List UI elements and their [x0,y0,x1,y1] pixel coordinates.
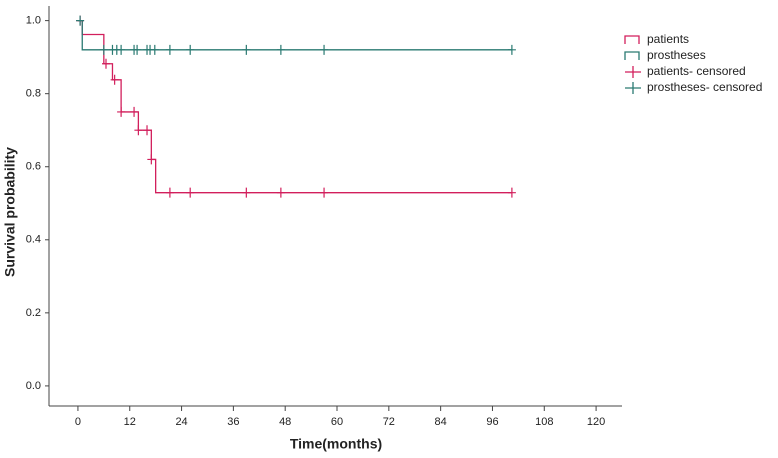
y-tick-label: 0.4 [26,234,41,246]
x-axis-title: Time(months) [290,436,382,452]
censor-mark [117,44,126,55]
censor-mark [320,44,329,55]
censor-mark [110,74,119,85]
x-tick-label: 48 [279,416,291,428]
censor-mark [242,187,251,198]
censor-mark [186,187,195,198]
censor-mark [150,44,159,55]
censor-mark [133,44,142,55]
x-tick-label: 108 [535,416,553,428]
censor-mark [134,125,143,136]
censor-mark [320,187,329,198]
survival-line [77,19,512,51]
censor-mark [507,187,516,198]
y-tick-label: 1.0 [26,15,41,27]
legend-label: prostheses [647,48,706,62]
censor-mark [165,187,174,198]
censor-mark [99,44,108,55]
legend-icon [624,51,640,60]
censor-mark [76,15,85,26]
y-tick-label: 0.8 [26,88,41,100]
legend-icon [625,66,641,78]
x-tick-label: 12 [124,416,136,428]
legend-icon [625,82,641,94]
x-tick-label: 24 [175,416,187,428]
censor-mark [276,44,285,55]
censor-mark [101,58,110,69]
x-tick-label: 72 [383,416,395,428]
x-tick-label: 60 [331,416,343,428]
x-tick-label: 120 [587,416,605,428]
legend-label: patients- censored [647,64,746,78]
legend-label: patients [647,32,689,46]
legend-label: prostheses- censored [647,80,762,94]
y-tick-label: 0.6 [26,161,41,173]
censor-mark [143,125,152,136]
censor-mark [242,44,251,55]
x-tick-label: 36 [227,416,239,428]
y-tick-label: 0.2 [26,307,41,319]
x-tick-label: 84 [435,416,447,428]
legend-icon [624,35,640,44]
x-tick-label: 0 [75,416,81,428]
y-tick-label: 0.0 [26,380,41,392]
censor-mark [165,44,174,55]
censor-mark [276,187,285,198]
censor-mark [117,106,126,117]
censor-mark [130,106,139,117]
censor-mark [507,44,516,55]
y-axis-title: Survival probability [2,147,18,277]
survival-line [77,19,512,194]
censor-mark [186,44,195,55]
x-tick-label: 96 [486,416,498,428]
censor-mark [147,154,156,165]
